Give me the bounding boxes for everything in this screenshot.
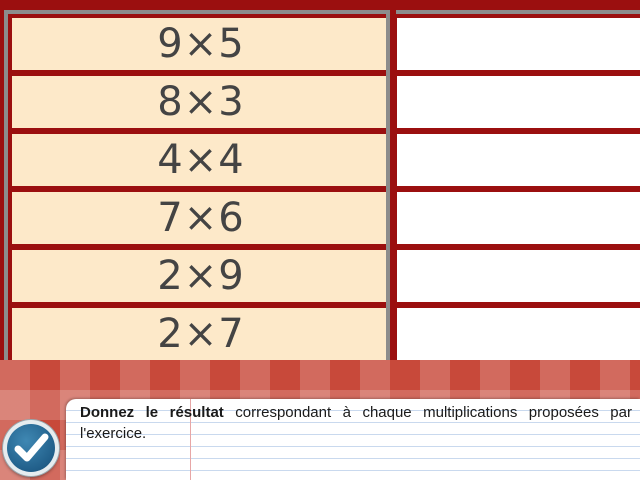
validate-button[interactable] [3, 420, 59, 476]
exercise-row: 9×5 [0, 18, 640, 70]
instruction-text: Donnez le résultat correspondant à chaqu… [80, 402, 632, 444]
answer-input[interactable] [397, 308, 640, 360]
instruction-notepad: Donnez le résultat correspondant à chaqu… [66, 399, 640, 480]
grid-frame-top [396, 10, 640, 14]
multiplication-question: 4×4 [12, 134, 390, 186]
answer-input[interactable] [397, 18, 640, 70]
notepad-margin-line [190, 399, 191, 480]
answer-input[interactable] [397, 250, 640, 302]
checkmark-icon [14, 433, 49, 462]
exercise-row: 4×4 [0, 134, 640, 186]
exercise-row: 2×9 [0, 250, 640, 302]
exercise-grid: 9×5 8×3 4×4 7×6 2×9 2×7 [0, 0, 640, 360]
multiplication-question: 2×7 [12, 308, 390, 360]
exercise-row: 7×6 [0, 192, 640, 244]
exercise-row: 2×7 [0, 308, 640, 360]
multiplication-question: 7×6 [12, 192, 390, 244]
instruction-body: correspondant à chaque multiplications p… [80, 404, 632, 442]
exercise-row: 8×3 [0, 76, 640, 128]
answer-input[interactable] [397, 76, 640, 128]
multiplication-question: 2×9 [12, 250, 390, 302]
answer-input[interactable] [397, 192, 640, 244]
multiplication-question: 9×5 [12, 18, 390, 70]
multiplication-question: 8×3 [12, 76, 390, 128]
answer-input[interactable] [397, 134, 640, 186]
instruction-bold: Donnez le résultat [80, 404, 224, 421]
